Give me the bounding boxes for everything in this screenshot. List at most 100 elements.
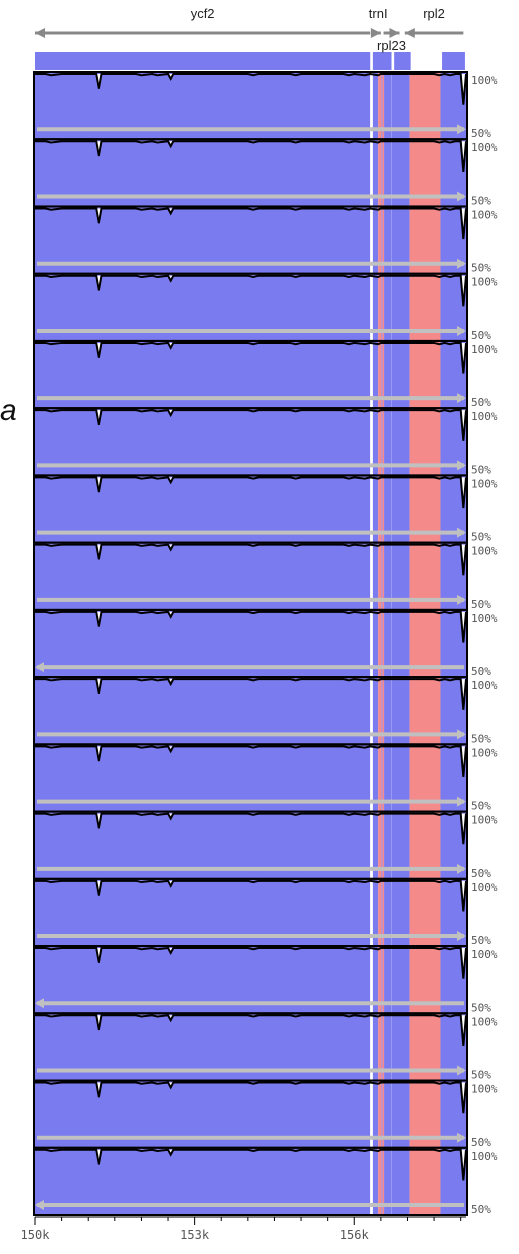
identity-line (35, 745, 467, 778)
x-tick-label-156k: 156k (340, 1228, 370, 1242)
identity-line (35, 543, 467, 576)
y-label-top: 100% (471, 1083, 498, 1096)
y-label-bottom: 50% (471, 665, 491, 678)
x-axis: 150k 153k 156k (21, 1216, 466, 1242)
y-label-bottom: 50% (471, 800, 491, 813)
gene-arrowhead-rpl23 (389, 28, 400, 38)
gene-arrowhead-rpl2 (404, 28, 415, 38)
gene-label-ycf2: ycf2 (191, 6, 215, 21)
track-arrowhead (457, 325, 466, 336)
y-label-top: 100% (471, 746, 498, 759)
y-label-bottom: 50% (471, 867, 491, 880)
gene-label-rpl2: rpl2 (423, 6, 445, 21)
y-label-bottom: 50% (471, 1069, 491, 1082)
y-label-bottom: 50% (471, 1136, 491, 1149)
identity-line (35, 140, 467, 172)
track-16: 100% 50% (33, 1079, 498, 1149)
region-exon-2 (372, 72, 379, 1215)
y-label-top: 100% (471, 679, 498, 692)
y-label-top: 100% (471, 1015, 498, 1028)
y-label-bottom: 50% (471, 329, 491, 342)
track-frame (33, 1146, 468, 1216)
y-label-top: 100% (471, 814, 498, 827)
y-label-bottom: 50% (471, 127, 491, 140)
gene-arrowhead-ycf2 (35, 28, 45, 38)
y-label-bottom: 50% (471, 262, 491, 275)
y-label-top: 100% (471, 612, 498, 625)
identity-line (35, 341, 467, 374)
track-arrowhead (457, 1132, 466, 1143)
region-exon-4 (384, 72, 410, 1215)
gene-bar-0 (35, 52, 371, 70)
track-arrowhead (457, 594, 466, 605)
track-arrowhead (457, 124, 466, 135)
track-arrowhead (457, 796, 466, 807)
track-arrowhead (457, 863, 466, 874)
identity-line (35, 678, 467, 710)
y-label-bottom: 50% (471, 396, 491, 409)
track-10: 100% 50% (33, 676, 498, 746)
y-label-top: 100% (471, 276, 498, 289)
track-11: 100% 50% (33, 743, 498, 813)
y-label-top: 100% (471, 477, 498, 490)
y-label-top: 100% (471, 948, 498, 961)
y-label-top: 100% (471, 74, 498, 87)
y-label-bottom: 50% (471, 1001, 491, 1014)
region-noncoding-5 (409, 72, 441, 1215)
gene-bar-2 (394, 52, 411, 70)
track-arrowhead (35, 998, 44, 1009)
region-gap-1 (370, 72, 373, 1215)
gene-bar-3 (442, 52, 465, 70)
y-label-bottom: 50% (471, 463, 491, 476)
side-label: a (0, 394, 17, 427)
y-label-top: 100% (471, 545, 498, 558)
x-tick-label-150k: 150k (21, 1228, 51, 1242)
track-arrowhead (457, 258, 466, 269)
track-5: 100% 50% (33, 339, 498, 409)
y-label-top: 100% (471, 141, 498, 154)
track-arrowhead (457, 527, 466, 538)
y-label-top: 100% (471, 881, 498, 894)
identity-line (35, 610, 467, 643)
y-label-bottom: 50% (471, 732, 491, 745)
track-17: 100% 50% (33, 1146, 498, 1216)
identity-line (35, 946, 467, 979)
track-4: 100% 50% (33, 272, 498, 342)
y-label-bottom: 50% (471, 531, 491, 544)
y-label-bottom: 50% (471, 598, 491, 611)
y-label-bottom: 50% (471, 1203, 491, 1216)
identity-line (35, 207, 467, 240)
tracks: 100%50%100%50%100%50%100%50%100%50%100%5… (33, 71, 498, 1216)
y-label-top: 100% (471, 208, 498, 221)
track-arrowhead (457, 191, 466, 202)
gene-arrowhead-trnI (370, 28, 381, 38)
region-exon-0 (35, 72, 371, 1215)
y-label-bottom: 50% (471, 934, 491, 947)
identity-line (35, 274, 467, 307)
identity-line (35, 476, 467, 509)
identity-line (35, 72, 467, 105)
track-arrowhead (35, 662, 44, 673)
identity-line (35, 1148, 467, 1181)
gene-annotations: ycf2 trnI rpl23 rpl2 (35, 6, 465, 70)
identity-line (35, 812, 467, 845)
track-arrowhead (457, 931, 466, 942)
gene-label-trnI: trnI (369, 6, 388, 21)
region-utr-3 (378, 72, 385, 1215)
x-tick-label-153k: 153k (180, 1228, 210, 1242)
y-label-top: 100% (471, 343, 498, 356)
gene-label-rpl23: rpl23 (377, 38, 406, 53)
gene-bar-1 (372, 52, 392, 70)
y-label-top: 100% (471, 1150, 498, 1163)
track-arrowhead (457, 460, 466, 471)
identity-line (35, 1081, 467, 1114)
y-label-top: 100% (471, 410, 498, 423)
identity-line (35, 409, 467, 441)
region-backgrounds (35, 72, 466, 1215)
track-arrowhead (457, 1065, 466, 1076)
identity-line (35, 1014, 467, 1046)
y-label-bottom: 50% (471, 194, 491, 207)
track-arrowhead (457, 393, 466, 404)
identity-line (35, 879, 467, 912)
